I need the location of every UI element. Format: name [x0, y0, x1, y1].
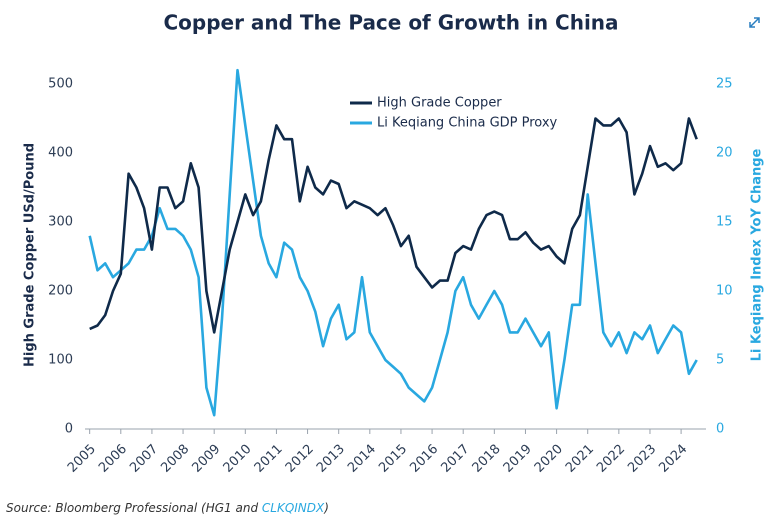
y2-tick-label: 15: [716, 214, 733, 229]
x-tick-label: 2013: [314, 442, 348, 476]
source-end: ): [323, 501, 329, 515]
y-tick-label: 400: [48, 145, 73, 160]
x-tick-label: 2014: [345, 442, 379, 476]
x-tick-label: 2006: [96, 442, 130, 476]
x-tick-label: 2024: [656, 442, 690, 476]
series-line: [89, 117, 698, 334]
x-tick-label: 2007: [127, 442, 161, 476]
x-tick-label: 2023: [625, 442, 659, 476]
chart-title: Copper and The Pace of Growth in China: [163, 11, 618, 35]
x-tick-label: 2009: [189, 442, 223, 476]
y-tick-label: 200: [48, 283, 73, 298]
y-axis-label: High Grade Copper USd/Pound: [23, 143, 38, 367]
legend-label: Li Keqiang China GDP Proxy: [377, 116, 558, 131]
series-line: [88, 68, 698, 417]
y-tick-label: 500: [48, 76, 73, 91]
x-tick-label: 2016: [407, 442, 441, 476]
y2-tick-label: 5: [716, 352, 724, 367]
expand-icon-path: [749, 17, 760, 28]
x-tick-label: 2021: [563, 442, 597, 476]
source-text: Source: Bloomberg Professional (HG1 and: [6, 501, 262, 515]
y-tick-label: 100: [48, 352, 73, 367]
source-note: Source: Bloomberg Professional (HG1 and …: [6, 501, 329, 515]
x-tick-label: 2018: [470, 442, 504, 476]
legend-label: High Grade Copper: [377, 96, 502, 111]
x-tick-label: 2012: [283, 442, 317, 476]
x-tick-label: 2010: [221, 442, 255, 476]
x-tick-label: 2022: [594, 442, 628, 476]
x-tick-label: 2017: [438, 442, 472, 476]
y2-tick-label: 0: [716, 422, 724, 437]
x-tick-label: 2011: [252, 442, 286, 476]
y-tick-label: 0: [65, 422, 73, 437]
y-tick-label: 300: [48, 214, 73, 229]
x-tick-label: 2005: [65, 442, 99, 476]
x-tick-label: 2019: [501, 442, 535, 476]
x-tick-label: 2008: [158, 442, 192, 476]
y2-axis-label: Li Keqiang Index YoY Change: [750, 148, 765, 361]
x-tick-label: 2015: [376, 442, 410, 476]
y2-tick-label: 25: [716, 76, 733, 91]
expand-icon[interactable]: [749, 17, 760, 28]
y2-tick-label: 10: [716, 283, 733, 298]
source-link[interactable]: CLKQINDX: [262, 501, 325, 515]
x-tick-label: 2020: [532, 442, 566, 476]
y2-tick-label: 20: [716, 145, 733, 160]
